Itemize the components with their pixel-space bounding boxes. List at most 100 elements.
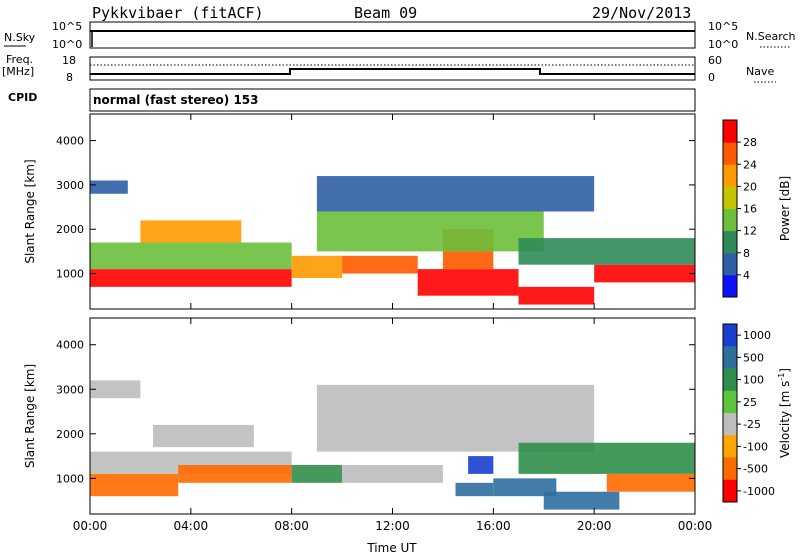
y-tick-label: 3000 [56, 383, 84, 396]
colorbar-tick-label: 12 [743, 225, 757, 238]
colorbar-tick-label: 28 [743, 136, 757, 149]
data-region [90, 473, 179, 497]
data-region [518, 286, 595, 305]
colorbar-label: Velocity [m s-1] [777, 368, 792, 458]
colorbar-tick-label: 20 [743, 180, 757, 193]
data-region [90, 380, 141, 399]
y-tick-label: 1000 [56, 472, 84, 485]
nsky-tick-top: 10^5 [52, 20, 82, 33]
colorbar-tick-label: 1000 [743, 329, 771, 342]
colorbar-segment [723, 274, 737, 298]
nsearch-tick-top: 10^5 [708, 20, 738, 33]
freq-tick-bottom: 8 [66, 71, 73, 84]
colorbar-segment [723, 230, 737, 254]
colorbar-label: Power [dB] [778, 176, 792, 241]
y-tick-label: 2000 [56, 223, 84, 236]
colorbar-segment [723, 368, 737, 392]
colorbar-segment [723, 435, 737, 458]
x-tick-label: 04:00 [174, 519, 209, 533]
colorbar-tick-label: -25 [743, 418, 761, 431]
data-region [518, 442, 695, 474]
freq-unit: [MHz] [2, 65, 34, 78]
data-region [90, 269, 292, 287]
data-region [518, 238, 695, 265]
x-tick-label: 16:00 [476, 519, 511, 533]
colorbar-segment [723, 186, 737, 209]
cpid-label: CPID [8, 91, 37, 104]
data-region [291, 255, 343, 278]
radar-title: Pykkvibaer (fitACF) [92, 4, 264, 22]
data-region [468, 456, 494, 474]
nsearch-tick-bottom: 10^0 [708, 38, 738, 51]
nave-tick-top: 60 [708, 54, 722, 67]
y-tick-label: 1000 [56, 268, 84, 281]
nave-label: Nave [746, 65, 774, 78]
colorbar-segment [723, 164, 737, 187]
freq-trace [90, 68, 695, 75]
time-axis-label: Time UT [366, 541, 417, 554]
date-title: 29/Nov/2013 [592, 4, 691, 22]
cpid-value: normal (fast stereo) 153 [93, 93, 259, 107]
colorbar-tick-label: -500 [743, 463, 768, 476]
beam-title: Beam 09 [354, 4, 417, 22]
power-heatmap: 4000 3000 2000 1000 Slant Range [km] 28 24 20 16… [23, 113, 792, 310]
data-region [316, 384, 595, 452]
colorbar-segment [723, 252, 737, 276]
colorbar-segment [723, 479, 737, 503]
nave-tick-bottom: 0 [708, 71, 715, 84]
nsky-panel-frame [89, 21, 696, 49]
colorbar-tick-label: 4 [743, 269, 750, 282]
colorbar-frame [722, 323, 738, 503]
x-tick-label: 08:00 [274, 519, 309, 533]
velocity-heatmap: 4000 3000 2000 1000 Slant Range [km] 00:00 04:… [23, 317, 792, 533]
x-tick-label: 20:00 [577, 519, 612, 533]
y-axis-label: Slant Range [km] [23, 159, 37, 263]
colorbar-segment [723, 120, 737, 143]
data-region [316, 176, 595, 212]
freq-panel-frame [89, 56, 696, 81]
colorbar-segment [723, 390, 737, 414]
cpid-panel-frame [89, 88, 696, 112]
colorbar-tick-label: 24 [743, 158, 757, 171]
y-tick-label: 2000 [56, 428, 84, 441]
colorbar-segment [723, 457, 737, 481]
data-region [417, 269, 519, 296]
colorbar-tick-label: 500 [743, 351, 764, 364]
data-region [342, 255, 418, 274]
colorbar-tick-label: 100 [743, 374, 764, 387]
colorbar-tick-label: -100 [743, 440, 768, 453]
colorbar-segment [723, 142, 737, 165]
data-region [153, 424, 254, 448]
y-axis-label: Slant Range [km] [23, 364, 37, 468]
y-tick-label: 4000 [56, 339, 84, 352]
data-region [90, 242, 292, 270]
freq-label: Freq. [6, 53, 33, 66]
x-tick-label: 00:00 [73, 519, 108, 533]
data-region [140, 220, 242, 243]
y-tick-label: 3000 [56, 179, 84, 192]
y-tick-label: 4000 [56, 135, 84, 148]
x-tick-label: 00:00 [678, 519, 713, 533]
data-region [178, 465, 292, 483]
colorbar-segment [723, 413, 737, 436]
data-region [543, 491, 620, 510]
colorbar-tick-label: 16 [743, 203, 757, 216]
data-region [90, 180, 128, 194]
nsky-label: N.Sky [4, 31, 36, 44]
colorbar-tick-label: -1000 [743, 485, 775, 498]
data-region [594, 264, 695, 283]
data-region [455, 482, 494, 497]
nsky-tick-bottom: 10^0 [52, 38, 82, 51]
colorbar-tick-label: 8 [743, 247, 750, 260]
colorbar-segment [723, 208, 737, 232]
colorbar-segment [723, 346, 737, 369]
data-region [606, 473, 695, 492]
colorbar-segment [723, 324, 737, 347]
data-region [291, 465, 343, 483]
colorbar-tick-label: 25 [743, 396, 757, 409]
data-region [316, 211, 544, 252]
data-region [342, 465, 443, 483]
nsearch-label: N.Search [746, 30, 796, 43]
freq-tick-top: 18 [62, 54, 76, 67]
